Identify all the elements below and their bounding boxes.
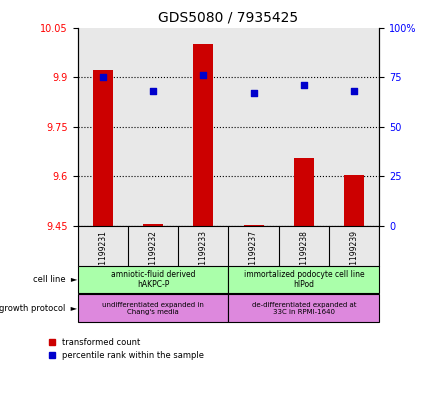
Bar <box>143 224 163 226</box>
Point <box>200 72 206 78</box>
Text: GSM1199233: GSM1199233 <box>198 230 207 281</box>
Legend: transformed count, percentile rank within the sample: transformed count, percentile rank withi… <box>46 334 207 364</box>
Text: de-differentiated expanded at
33C in RPMI-1640: de-differentiated expanded at 33C in RPM… <box>251 301 355 314</box>
Text: cell line  ►: cell line ► <box>33 275 77 284</box>
Point <box>149 88 156 94</box>
Text: immortalized podocyte cell line
hIPod: immortalized podocyte cell line hIPod <box>243 270 363 290</box>
FancyBboxPatch shape <box>228 294 378 322</box>
Bar <box>92 70 113 226</box>
Text: GSM1199238: GSM1199238 <box>299 230 307 281</box>
FancyBboxPatch shape <box>77 294 228 322</box>
FancyBboxPatch shape <box>228 266 378 293</box>
Text: GSM1199237: GSM1199237 <box>249 230 258 281</box>
Point <box>350 88 357 94</box>
Text: undifferentiated expanded in
Chang's media: undifferentiated expanded in Chang's med… <box>102 301 203 314</box>
Text: GSM1199239: GSM1199239 <box>349 230 358 281</box>
Bar <box>293 158 313 226</box>
FancyBboxPatch shape <box>77 266 228 293</box>
Bar <box>343 174 363 226</box>
Text: growth protocol  ►: growth protocol ► <box>0 303 77 312</box>
Text: amniotic-fluid derived
hAKPC-P: amniotic-fluid derived hAKPC-P <box>111 270 195 290</box>
Text: GSM1199231: GSM1199231 <box>98 230 107 281</box>
Bar <box>193 44 213 226</box>
Point <box>99 74 106 80</box>
Text: GSM1199232: GSM1199232 <box>148 230 157 281</box>
Title: GDS5080 / 7935425: GDS5080 / 7935425 <box>158 11 298 25</box>
Point <box>300 82 307 88</box>
Point <box>249 90 256 96</box>
Bar <box>243 225 263 226</box>
